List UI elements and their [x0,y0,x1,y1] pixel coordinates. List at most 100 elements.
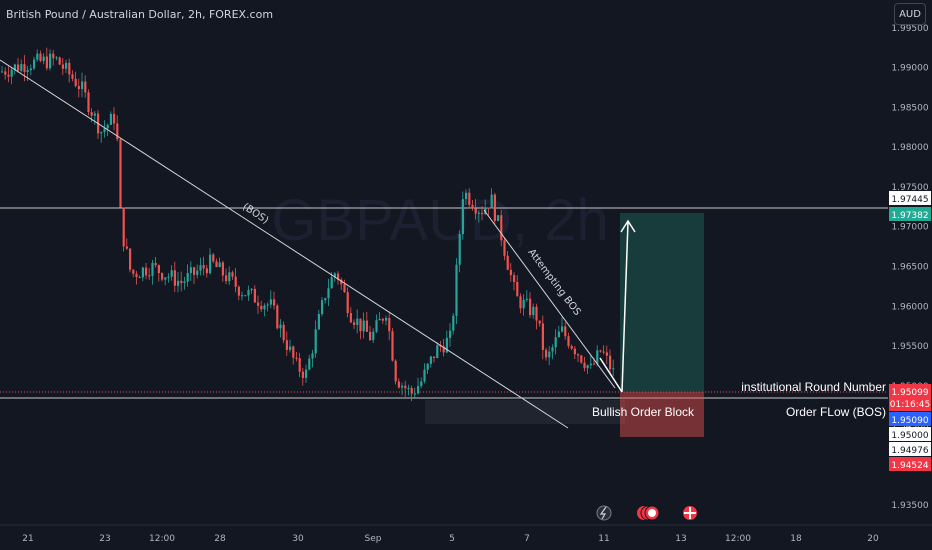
candle-body [49,53,52,69]
order-flow-label: Order FLow (BOS) [786,405,886,419]
candle-body [36,53,39,60]
y-tick-label: 1.99500 [891,24,928,34]
candle-body [577,354,580,356]
candle-body [455,264,458,316]
candle-body [583,362,586,369]
time-axis-ticks: 21 23 12:00 28 30 Sep 5 7 11 13 12:00 18 20 [22,534,879,544]
candle-body [167,276,170,278]
bos-trendline[interactable] [0,59,569,429]
stop-loss-zone[interactable] [620,392,704,437]
candle-body [170,270,173,277]
candle-body [269,299,272,305]
candle-body [289,346,292,350]
candle-body [484,207,487,215]
candle-body [471,204,474,209]
candle-body [605,352,608,356]
candle-body [68,62,71,75]
tag-round-number-bg [889,427,931,441]
y-tick-label: 1.97000 [891,223,928,233]
x-tick-label: 30 [292,534,304,544]
candle-body [423,369,426,382]
candle-body [173,270,176,286]
candle-body [612,368,615,370]
candle-body [474,208,477,214]
y-tick-label: 1.94500 [891,422,928,432]
y-tick-label: 1.96000 [891,302,928,312]
attempting-bos-trendline[interactable] [483,209,616,389]
candle-body [372,331,375,341]
candle-body [298,358,301,372]
symbol-title[interactable]: British Pound / Australian Dollar, 2h, F… [6,8,274,21]
candle-body [253,288,256,303]
candle-body [388,317,391,332]
candle-body [20,64,23,71]
projection-line-2[interactable] [621,221,629,393]
candle-body [436,345,439,359]
candle-body [433,356,436,359]
candle-body [42,56,45,61]
candle-body [506,255,509,270]
candle-body [193,267,196,275]
candle-body [333,273,336,278]
candle-body [4,71,7,75]
candle-body [375,320,378,332]
take-profit-zone[interactable] [620,213,704,392]
candle-body [106,124,109,129]
candle-body [7,74,10,77]
projection-line-1[interactable] [599,357,623,393]
currency-button[interactable]: AUD [894,3,926,25]
x-tick-label: 7 [524,534,530,544]
lightning-event-icon[interactable] [596,505,612,521]
flag-event-icons[interactable] [637,505,660,521]
candle-body [234,276,237,287]
candle-body [39,53,42,61]
round-number-label: institutional Round Number [741,380,886,394]
candle-body [103,128,106,133]
candle-body [327,288,330,299]
candle-body [369,331,372,341]
y-tick-label: 1.98500 [891,103,928,113]
candle-body [141,267,144,278]
x-tick-label: Sep [365,534,382,544]
candle-body [586,365,589,369]
candle-body [548,351,551,358]
candle-body [324,298,327,301]
candle-body [164,277,167,280]
candle-body [458,234,461,265]
y-tick-label: 1.99000 [891,64,928,74]
y-tick-label: 1.98000 [891,143,928,153]
candle-body [561,326,564,332]
candle-body [417,386,420,394]
order-block-zone[interactable] [425,400,625,424]
candle-body [407,387,410,389]
candle-body [81,81,84,90]
candle-body [378,318,381,321]
candle-body [401,385,404,388]
candle-body [391,331,394,361]
tag-level-top: 1.97445 [891,195,928,205]
x-tick-label: 28 [214,534,226,544]
x-tick-label: 21 [22,534,33,544]
candle-body [551,347,554,352]
candle-body [93,113,96,116]
candle-body [516,281,519,297]
candle-body [65,62,68,69]
tag-entry-low-bg [889,442,931,456]
candle-body [410,387,413,394]
candle-body [359,318,362,332]
candle-body [177,280,180,286]
candle-body [442,346,445,353]
candle-body [23,64,26,73]
candle-body [221,262,224,276]
y-tick-label: 1.96500 [891,262,928,272]
uk-flag-event-icon[interactable] [683,506,697,520]
candle-body [340,279,343,285]
candle-body [445,337,448,353]
candle-body [196,270,199,275]
candle-body [295,357,298,359]
x-tick-label: 18 [790,534,802,544]
candle-body [538,320,541,324]
x-tick-label: 11 [598,534,609,544]
candle-body [541,323,544,350]
